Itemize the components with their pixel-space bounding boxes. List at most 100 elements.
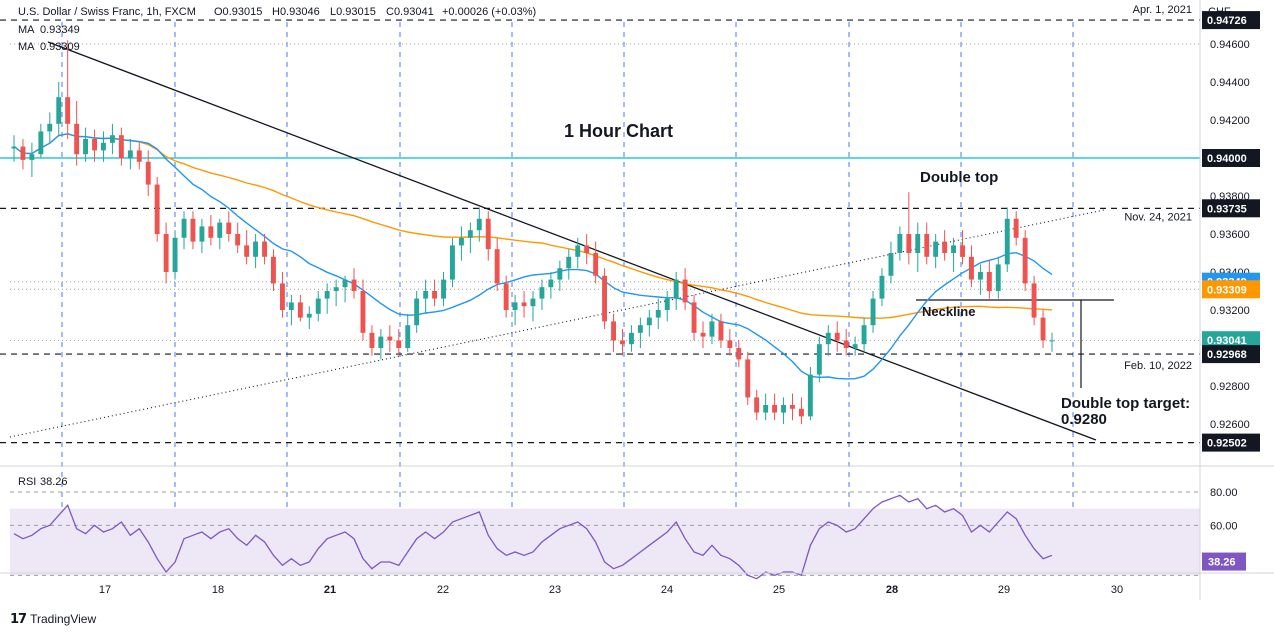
change-value: +0.00026 (+0.03%) (442, 6, 536, 18)
candle-body (825, 332, 831, 345)
candle-body (333, 287, 339, 291)
candle-body (727, 340, 733, 348)
price-tag-label: 0.93041 (1207, 335, 1247, 347)
candle-body (781, 405, 786, 413)
candle-body (280, 283, 285, 310)
candle-body (56, 97, 62, 124)
price-axis: 0.946000.944000.942000.940000.938000.936… (1124, 0, 1274, 600)
candle-body (110, 135, 115, 143)
ma2-label: MA (18, 41, 35, 53)
time-tick-label: 23 (549, 584, 561, 596)
annotation-double-top: Double top (920, 169, 998, 186)
candle-body (843, 340, 849, 348)
candle-body (897, 234, 903, 253)
candle-body (682, 279, 688, 303)
candle-body (351, 279, 357, 291)
candle-body (235, 234, 241, 246)
chart-title: 1 Hour Chart (564, 121, 673, 141)
candle-body (602, 275, 607, 322)
price-tick-label: 0.93600 (1210, 229, 1250, 241)
rsi-tag-bg (1202, 552, 1246, 571)
price-tag-label: 0.92968 (1207, 349, 1247, 361)
candle-body (539, 287, 545, 299)
time-tick-label: 17 (99, 584, 111, 596)
price-tag-bg (1202, 433, 1260, 452)
open-value: O0.93015 (214, 6, 262, 18)
price-tag-bg (1202, 280, 1260, 299)
candle-body (888, 253, 894, 276)
price-tag-bg (1202, 199, 1260, 218)
candle-body (584, 245, 590, 253)
candle-body (65, 97, 71, 124)
candle-body (145, 161, 151, 185)
high-value: H0.93046 (272, 6, 320, 18)
time-tick-label: 29 (998, 584, 1010, 596)
candle-body (414, 298, 420, 326)
candle-body (978, 272, 983, 280)
candle-body (405, 325, 411, 348)
candle-body (664, 298, 670, 310)
candle-body (423, 291, 429, 299)
rsi-band (10, 508, 1200, 576)
candle-body (11, 146, 17, 149)
price-tick-label: 0.94400 (1210, 77, 1250, 89)
candle-body (960, 245, 965, 257)
candle-body (969, 256, 974, 280)
low-value: L0.93015 (330, 6, 376, 18)
ma-orange-line (13, 133, 1053, 319)
currency-label: CHF (1208, 6, 1231, 18)
candle-body (324, 291, 330, 299)
price-tick-label: 0.94200 (1210, 115, 1250, 127)
candle-body (244, 245, 250, 257)
footer: 𝟭𝟳 TradingView (10, 611, 96, 627)
candle-body (378, 336, 384, 348)
candle-body (942, 241, 948, 253)
time-tick-label: 24 (661, 584, 673, 596)
candle-body (1031, 283, 1037, 318)
rsi-tick-label: 80.00 (1210, 487, 1238, 499)
candle-body (646, 317, 652, 326)
candle-body (861, 325, 867, 345)
candle-body (915, 234, 921, 253)
price-tag-label: 0.94000 (1207, 153, 1247, 165)
rsi-tag-label: 38.26 (1208, 557, 1236, 569)
rsi-legend: RSI 38.26 (18, 476, 68, 488)
candle-body (879, 275, 885, 299)
candle-body (226, 222, 232, 234)
candle-body (1049, 340, 1055, 342)
candle-body (718, 321, 724, 341)
candle-body (620, 340, 625, 345)
candle-body (655, 310, 661, 318)
price-tick-label: 0.92600 (1210, 419, 1250, 431)
candle-body (995, 264, 1001, 291)
candle-body (575, 245, 581, 257)
rsi-value: 38.26 (40, 476, 68, 488)
price-axis-bg (1201, 0, 1274, 600)
candle-body (772, 405, 777, 413)
price-tag-bg (1202, 149, 1260, 167)
time-tick-label: 28 (886, 584, 898, 596)
time-tick-label: 30 (1111, 584, 1123, 596)
candle-body (557, 268, 563, 280)
candle-body (306, 313, 312, 318)
candle-body (1040, 317, 1046, 341)
candle-body (101, 142, 106, 151)
rsi-background (10, 491, 1200, 576)
candle-body (673, 279, 679, 299)
annotation-target-value: 0.9280 (1061, 411, 1107, 428)
candle-body (700, 332, 706, 337)
candle-body (503, 283, 509, 310)
candle-body (745, 359, 751, 398)
price-tag-date: Apr. 1, 2021 (1133, 4, 1192, 16)
candle-body (933, 241, 939, 257)
candle-body (208, 226, 214, 238)
candle-body (906, 234, 912, 253)
candle-body (521, 302, 527, 307)
price-levels (0, 19, 1200, 444)
candlesticks (11, 40, 1055, 424)
candle-body (512, 302, 518, 310)
rsi-line (13, 494, 1053, 580)
candle-body (852, 344, 858, 348)
candle-body (816, 344, 822, 375)
annotation-neckline: Neckline (922, 304, 975, 319)
